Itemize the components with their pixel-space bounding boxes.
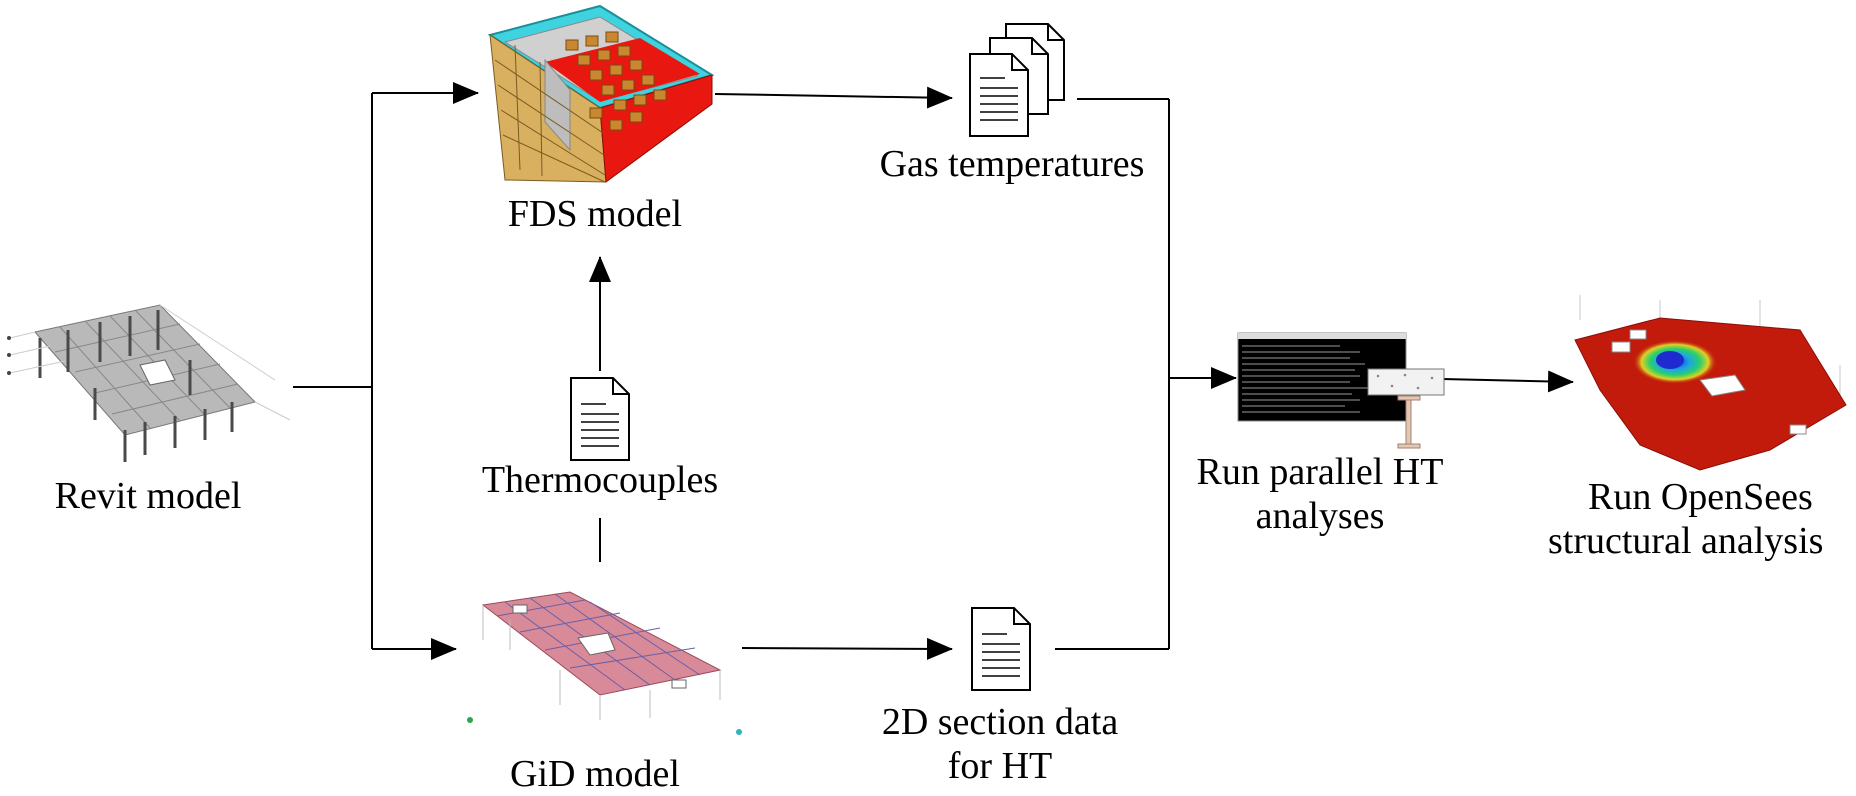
fds-compartment-model-icon: [487, 4, 715, 183]
steel-beam-section-icon: [1367, 368, 1445, 449]
revit-3d-model-icon: [7, 304, 291, 462]
section-data-label-line1: 2D section data: [881, 701, 1119, 743]
connectors: [293, 82, 1574, 660]
gid-mesh-model-icon: [467, 591, 742, 735]
opensees-label-line1: Run OpenSees: [1588, 476, 1813, 518]
opensees-label-line2: structural analysis: [1548, 520, 1824, 562]
heat-contour-slab-icon: [1574, 295, 1847, 471]
gid-model-label: GiD model: [510, 753, 680, 795]
section-data-label: 2D section data for HT: [845, 700, 1155, 788]
section-data-document-icon: [971, 607, 1031, 691]
ht-analyses-label-line1: Run parallel HT: [1196, 451, 1444, 493]
ht-analyses-label: Run parallel HT analyses: [1170, 450, 1470, 538]
thermocouples-document-icon: [570, 377, 630, 461]
arrow-ht-to-opensees: [1441, 370, 1574, 393]
thermocouples-label: Thermocouples: [481, 459, 719, 501]
arrow-fds-to-gas: [714, 86, 953, 109]
document-stack-icon: [969, 23, 1065, 137]
opensees-analysis-label: Run OpenSees structural analysis: [1548, 475, 1856, 563]
ht-analyses-label-line2: analyses: [1255, 495, 1385, 537]
gas-temperatures-label: Gas temperatures: [879, 143, 1145, 185]
revit-model-label: Revit model: [54, 475, 242, 517]
section-data-label-line2: for HT: [947, 745, 1053, 787]
arrow-gid-to-section: [741, 637, 953, 660]
fds-model-label: FDS model: [507, 193, 683, 235]
